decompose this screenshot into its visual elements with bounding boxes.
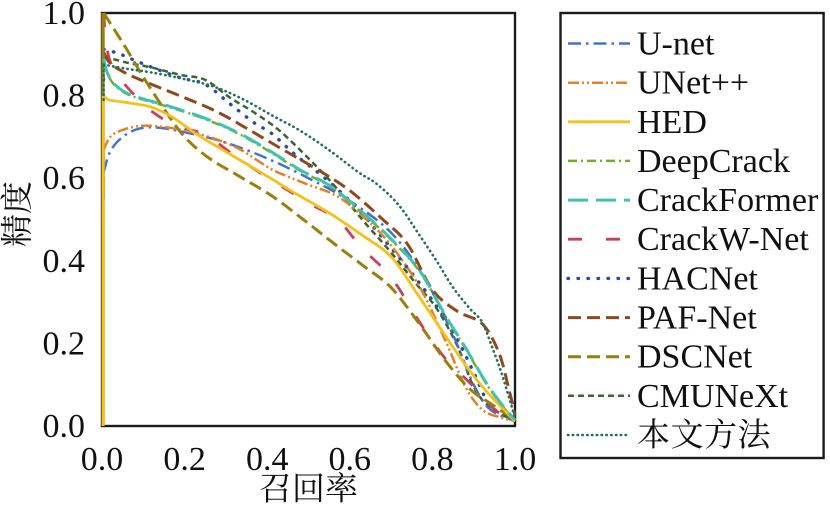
svg-text:CrackW-Net: CrackW-Net <box>637 221 809 258</box>
svg-text:0.2: 0.2 <box>43 325 86 362</box>
svg-text:0.2: 0.2 <box>163 441 206 478</box>
svg-text:UNet++: UNet++ <box>637 65 749 102</box>
svg-text:1.0: 1.0 <box>494 441 537 478</box>
svg-text:DSCNet: DSCNet <box>637 339 753 376</box>
svg-text:0.8: 0.8 <box>411 441 454 478</box>
svg-text:PAF-Net: PAF-Net <box>637 300 757 337</box>
svg-text:U-net: U-net <box>637 26 715 63</box>
svg-text:0.0: 0.0 <box>81 441 124 478</box>
svg-text:0.8: 0.8 <box>43 78 86 115</box>
svg-text:DeepCrack: DeepCrack <box>637 143 790 180</box>
svg-text:HED: HED <box>637 104 707 141</box>
svg-text:CrackFormer: CrackFormer <box>637 182 819 219</box>
svg-text:0.4: 0.4 <box>246 441 289 478</box>
svg-text:CMUNeXt: CMUNeXt <box>637 378 789 415</box>
svg-text:0.0: 0.0 <box>43 408 86 445</box>
svg-text:0.4: 0.4 <box>43 243 86 280</box>
svg-text:HACNet: HACNet <box>637 260 758 297</box>
svg-text:0.6: 0.6 <box>329 441 372 478</box>
svg-text:1.0: 1.0 <box>43 0 86 32</box>
svg-text:0.6: 0.6 <box>43 160 86 197</box>
